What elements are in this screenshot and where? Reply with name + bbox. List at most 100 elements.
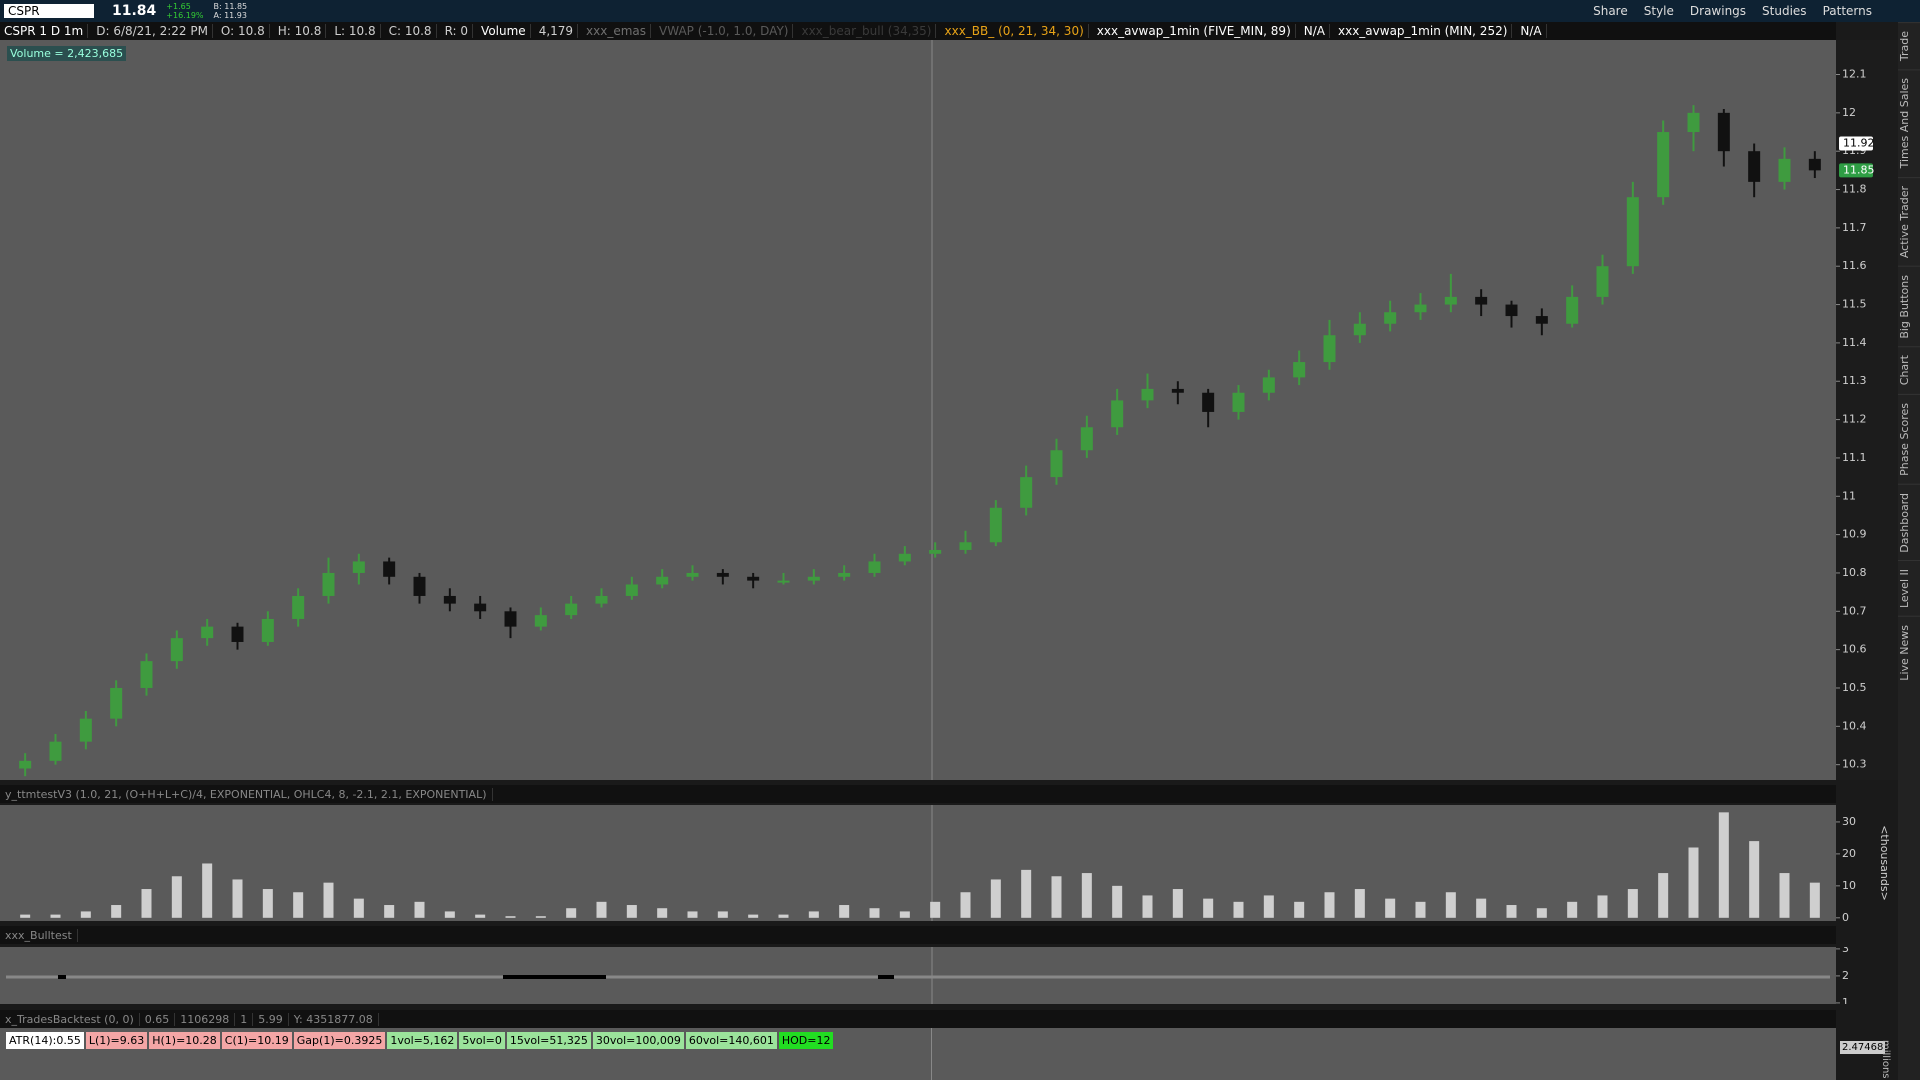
volume-bar xyxy=(1718,812,1729,918)
toolbar: CSPR 11.84 +1.65 +16.19% B: 11.85 A: 11.… xyxy=(0,0,1920,22)
candle-body xyxy=(1020,477,1033,508)
volume-bar xyxy=(1172,889,1183,918)
volume-bar xyxy=(1354,889,1365,918)
price-marker xyxy=(1839,136,1873,151)
candle-body xyxy=(19,760,32,769)
volume-bar xyxy=(1324,892,1335,918)
y-tick-label: 10.9 xyxy=(1842,528,1867,541)
volume-bar xyxy=(384,905,395,918)
volume-bar xyxy=(111,905,122,918)
volume-bar xyxy=(1203,898,1214,918)
volume-bar xyxy=(1506,905,1517,918)
volume-bar xyxy=(869,908,880,918)
header-item: H: 10.8 xyxy=(274,24,327,38)
candle-body xyxy=(1050,450,1063,478)
sidebar-tab[interactable]: Dashboard xyxy=(1898,483,1920,561)
y-tick-label: 11.1 xyxy=(1842,451,1867,464)
volume-bar xyxy=(596,901,607,918)
y-tick-label: 11.5 xyxy=(1842,298,1867,311)
candle-body xyxy=(443,595,456,604)
candle-body xyxy=(959,542,972,550)
stat-label: 1vol=5,162 xyxy=(387,1032,458,1049)
volume-bar xyxy=(1294,901,1305,918)
candle-body xyxy=(1353,323,1366,336)
candle-body xyxy=(777,580,790,583)
volume-bar xyxy=(1021,869,1032,918)
axis-unit: millions xyxy=(1880,1040,1891,1079)
candle-body xyxy=(49,741,62,761)
sidebar-tab[interactable]: Times And Sales xyxy=(1898,69,1920,177)
y-tick-label: 30 xyxy=(1842,815,1856,828)
backtest-item: 5.99 xyxy=(253,1012,289,1026)
candle-body xyxy=(989,507,1002,543)
candle-body xyxy=(1080,427,1093,451)
y-tick-label: 12.1 xyxy=(1842,68,1867,81)
sidebar-tab[interactable]: Big Buttons xyxy=(1898,265,1920,347)
candle-body xyxy=(868,561,881,573)
volume-bar xyxy=(990,879,1001,918)
y-tick-label: 11 xyxy=(1842,489,1856,502)
study-header: y_ttmtestV3 (1.0, 21, (O+H+L+C)/4, EXPON… xyxy=(0,785,1836,803)
volume-bar xyxy=(899,911,910,918)
backtest-item: 1 xyxy=(235,1012,254,1026)
backtest-item: x_TradesBacktest (0, 0) xyxy=(0,1012,140,1026)
y-tick-label: 11.3 xyxy=(1842,374,1867,387)
toolbar-button[interactable]: Studies xyxy=(1762,4,1807,18)
toolbar-button[interactable]: Style xyxy=(1643,4,1674,18)
header-item: xxx_avwap_1min (FIVE_MIN, 89) xyxy=(1093,24,1296,38)
backtest-item: 1106298 xyxy=(175,1012,236,1026)
stats-row: ATR(14):0.55 L(1)=9.63 H(1)=10.28 C(1)=10.1… xyxy=(6,1032,834,1049)
sidebar-tab[interactable]: Active Trader xyxy=(1898,176,1920,266)
toolbar-buttons: Share Style Drawings Studies Patterns xyxy=(1585,4,1880,18)
volume-bar xyxy=(232,879,243,918)
candle-body xyxy=(716,572,729,577)
candle-body xyxy=(625,584,638,596)
y-tick-label: 10.3 xyxy=(1842,758,1867,771)
header-item: C: 10.8 xyxy=(385,24,437,38)
study-header: xxx_Bulltest xyxy=(0,926,1836,944)
change-abs: +1.65 xyxy=(166,2,191,11)
volume-bar xyxy=(202,863,213,918)
volume-bar xyxy=(475,914,486,918)
volume-bar xyxy=(20,914,31,918)
volume-bar xyxy=(323,882,334,918)
volume-bar xyxy=(353,898,364,918)
candle-body xyxy=(1444,296,1457,305)
candle-body xyxy=(1717,112,1730,152)
header-item: xxx_BB_ (0, 21, 34, 30) xyxy=(940,24,1089,38)
y-tick-label: 10.7 xyxy=(1842,604,1867,617)
sidebar-tab[interactable]: Trade xyxy=(1898,22,1920,70)
toolbar-button[interactable]: Drawings xyxy=(1689,4,1747,18)
volume-bar xyxy=(1112,885,1123,918)
volume-bar xyxy=(171,876,182,918)
volume-bar xyxy=(505,916,516,918)
candle-body xyxy=(140,661,153,688)
backtest-row: x_TradesBacktest (0, 0) 0.65 1106298 1 5.99 Y… xyxy=(0,1010,1836,1028)
sidebar-tab[interactable]: Level II xyxy=(1898,560,1920,617)
sidebar-tab[interactable]: Phase Scores xyxy=(1898,393,1920,484)
backtest-item: Y: 4351877.08 xyxy=(289,1012,379,1026)
volume-bar xyxy=(1081,873,1092,918)
header-item: R: 0 xyxy=(441,24,474,38)
sidebar-tab[interactable]: Live News xyxy=(1898,616,1920,689)
volume-bar xyxy=(1415,901,1426,918)
volume-label: Volume = 2,423,685 xyxy=(7,46,127,61)
backtest-item: 0.65 xyxy=(140,1012,176,1026)
volume-bar xyxy=(566,908,577,918)
candle-body xyxy=(1748,151,1761,182)
candle-body xyxy=(352,561,365,573)
y-tick-label: 11.2 xyxy=(1842,413,1867,426)
candle-body xyxy=(747,576,760,581)
volume-panel: <thousands> 0 10 20 30 xyxy=(0,805,1891,921)
price-panel: 10.3 10.4 10.5 10.6 10.7 10.8 10.9 11 11.1 11.2 11… xyxy=(0,40,1898,780)
toolbar-button[interactable]: Patterns xyxy=(1822,4,1872,18)
symbol-box[interactable]: CSPR xyxy=(4,4,94,18)
candle-body xyxy=(1808,158,1821,171)
toolbar-button[interactable]: Share xyxy=(1593,4,1628,18)
candle-body xyxy=(1171,388,1184,393)
sidebar-tab[interactable]: Chart xyxy=(1898,346,1920,394)
candle-body xyxy=(231,626,244,642)
volume-bar xyxy=(1445,892,1456,918)
volume-bar xyxy=(778,914,789,918)
volume-bar xyxy=(1688,847,1699,918)
